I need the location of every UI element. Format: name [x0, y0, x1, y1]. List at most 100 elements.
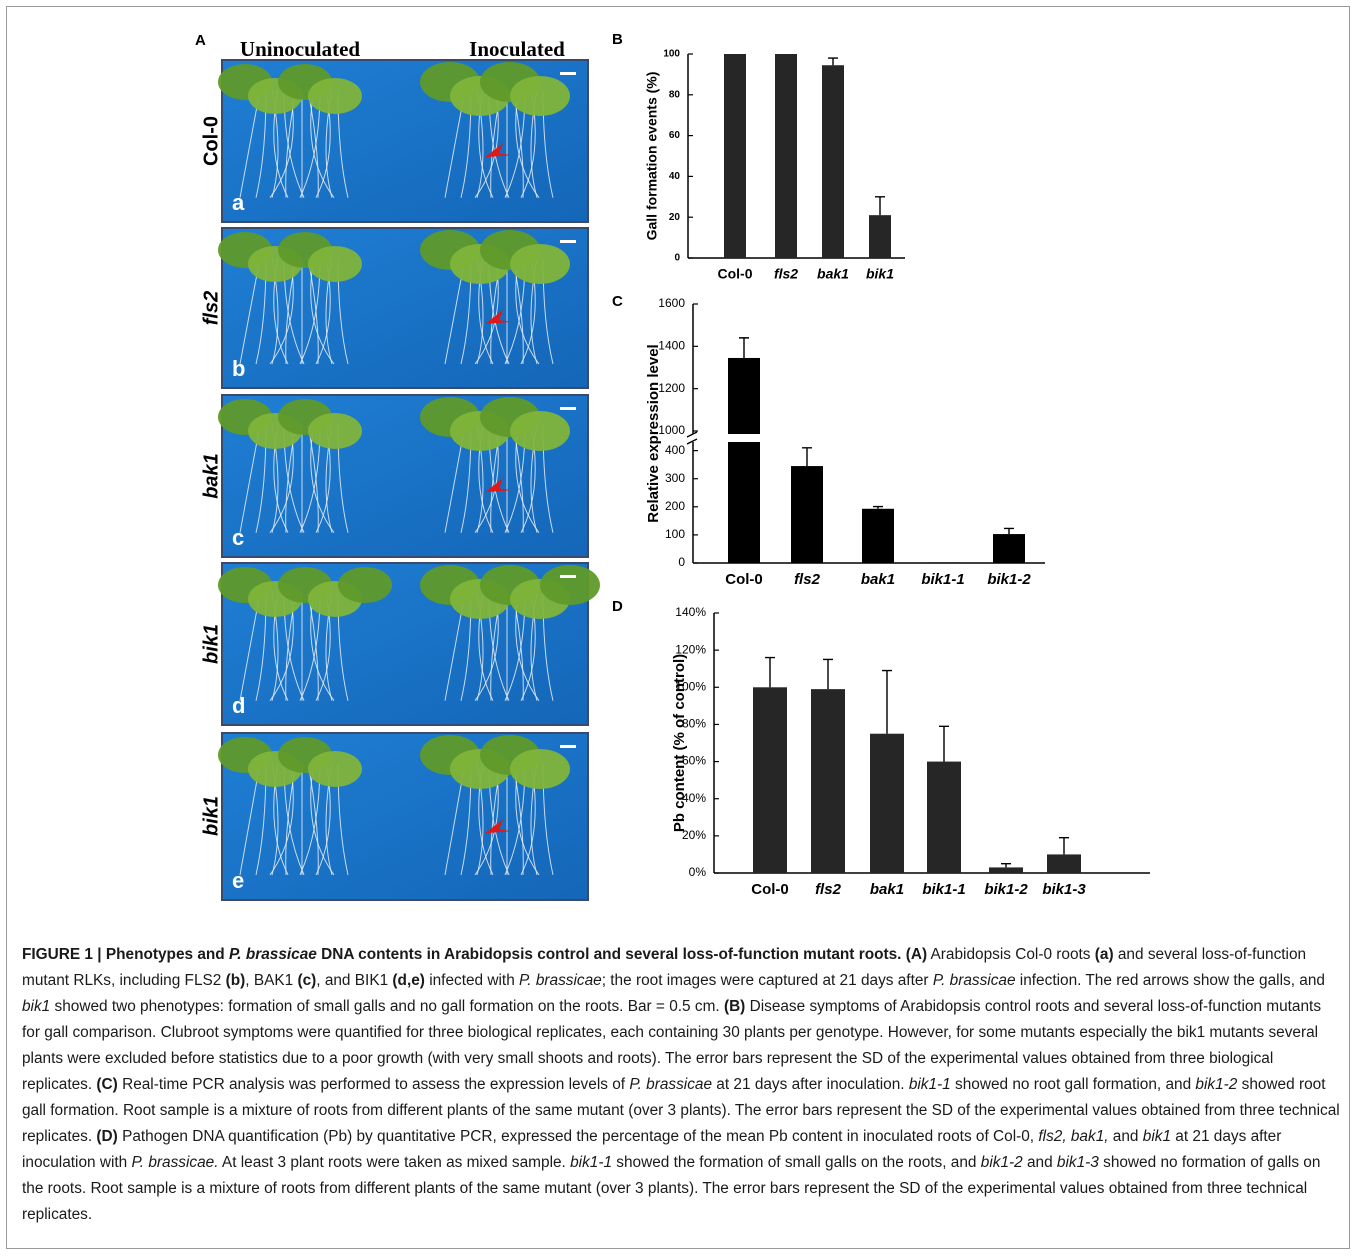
- caption-text: showed the formation of small galls on t…: [612, 1154, 981, 1171]
- leaf: [540, 565, 600, 605]
- bar: [775, 54, 797, 258]
- y-tick-label: 200: [665, 499, 685, 513]
- y-tick-label: 0%: [689, 865, 707, 879]
- photo: c: [218, 394, 589, 558]
- caption-text: Real-time PCR analysis was performed to …: [117, 1076, 630, 1093]
- caption-text: showed no formation of galls on the root…: [22, 1154, 1321, 1223]
- genotype-label: bik1: [200, 796, 222, 836]
- leaf: [308, 78, 362, 114]
- x-tick-label: bik1-1: [921, 571, 964, 588]
- y-axis-title: Relative expression level: [645, 344, 662, 522]
- caption-text: (d,e): [392, 972, 425, 989]
- y-axis-title: Pb content (% of control): [671, 654, 688, 832]
- caption-text: showed root gall formation. Root sample …: [22, 1076, 1340, 1145]
- bar: [1047, 854, 1081, 873]
- caption-text: infection. The red arrows show the galls…: [1015, 972, 1325, 989]
- error-bar: [828, 57, 838, 66]
- caption-text: bik1-2: [980, 1154, 1023, 1171]
- bar: [811, 689, 845, 873]
- bar: [870, 733, 904, 873]
- column-header: Inoculated: [469, 37, 565, 61]
- x-tick-label: bik1-2: [987, 571, 1031, 588]
- figure-caption: FIGURE 1 | Phenotypes and P. brassicae D…: [22, 942, 1340, 1228]
- figure: A Uninoculated Inoculated a b c d e Col-0 fl…: [195, 31, 1150, 901]
- caption-text: and: [1108, 1128, 1143, 1145]
- y-tick-label: 1600: [658, 296, 685, 310]
- panel-label: B: [612, 31, 623, 48]
- x-tick-label: Col-0: [718, 266, 753, 282]
- row-letter: c: [232, 525, 244, 550]
- error-bar: [765, 656, 775, 688]
- caption-text: bik1-3: [1056, 1154, 1099, 1171]
- y-axis-title: Gall formation events (%): [644, 72, 660, 241]
- photo: e: [218, 732, 589, 901]
- bar: [822, 65, 844, 258]
- genotype-label: fls2: [200, 291, 222, 325]
- caption-text: P. brassicae: [229, 946, 317, 963]
- error-bar: [875, 196, 885, 216]
- row-letter: d: [232, 693, 245, 718]
- y-tick-label: 1200: [658, 381, 685, 395]
- genotype-label: bik1: [200, 624, 222, 664]
- y-tick-label: 100: [663, 49, 680, 60]
- caption-text: (B): [723, 998, 746, 1015]
- panel-label: A: [195, 32, 206, 49]
- panel-label: D: [612, 598, 623, 615]
- scale-bar: [560, 745, 576, 748]
- root: [307, 424, 319, 533]
- caption-text: fls2, bak1,: [1038, 1128, 1109, 1145]
- leaf: [308, 751, 362, 787]
- panel-label: C: [612, 293, 623, 310]
- y-tick-label: 40: [669, 171, 681, 182]
- column-header: Uninoculated: [240, 37, 361, 61]
- caption-text: bik1: [22, 998, 51, 1015]
- figure-frame: [6, 6, 1350, 1249]
- bar: [728, 357, 760, 563]
- y-tick-label: 0: [678, 555, 685, 569]
- y-tick-label: 1000: [658, 423, 685, 437]
- y-tick-label: 400: [665, 443, 685, 457]
- caption-text: showed no root gall formation, and: [950, 1076, 1196, 1093]
- y-tick-label: 60: [669, 130, 681, 141]
- leaf: [510, 76, 570, 116]
- photo: a: [218, 59, 589, 223]
- scale-bar: [560, 240, 576, 243]
- leaf: [510, 411, 570, 451]
- error-bar: [1001, 863, 1011, 868]
- bar: [869, 215, 891, 258]
- x-tick-label: bak1: [817, 266, 849, 282]
- bar: [927, 761, 961, 873]
- caption-text: , BAK1: [245, 972, 298, 989]
- x-tick-label: bak1: [870, 881, 904, 898]
- leaf: [308, 246, 362, 282]
- caption-text: at 21 days after inoculation.: [712, 1076, 909, 1093]
- caption-text: , and BIK1: [316, 972, 393, 989]
- error-bar: [823, 658, 833, 690]
- y-tick-label: 100%: [675, 679, 706, 693]
- x-tick-label: fls2: [794, 571, 821, 588]
- caption-text: at 21 days after inoculation with: [22, 1128, 1282, 1171]
- caption-text: (a): [1094, 946, 1114, 963]
- leaf: [510, 244, 570, 284]
- y-tick-label: 40%: [682, 791, 706, 805]
- caption-text: FIGURE 1 | Phenotypes and: [22, 946, 229, 963]
- bar: [791, 466, 823, 563]
- gall-arrow: [485, 310, 511, 324]
- error-bar: [939, 725, 949, 762]
- bar: [927, 562, 959, 563]
- caption-text: P. brassicae.: [131, 1154, 219, 1171]
- photo: d: [218, 562, 600, 726]
- x-tick-label: fls2: [774, 266, 798, 282]
- scale-bar: [560, 575, 576, 578]
- caption-text: (b): [225, 972, 246, 989]
- photo-panel: a b c d e: [218, 59, 600, 901]
- x-tick-label: Col-0: [725, 571, 763, 588]
- bar: [862, 508, 894, 563]
- caption-text: (c): [297, 972, 317, 989]
- leaf: [510, 749, 570, 789]
- scale-bar: [560, 72, 576, 75]
- root: [307, 762, 319, 875]
- genotype-label: bak1: [200, 453, 222, 499]
- x-tick-label: bik1-2: [984, 881, 1028, 898]
